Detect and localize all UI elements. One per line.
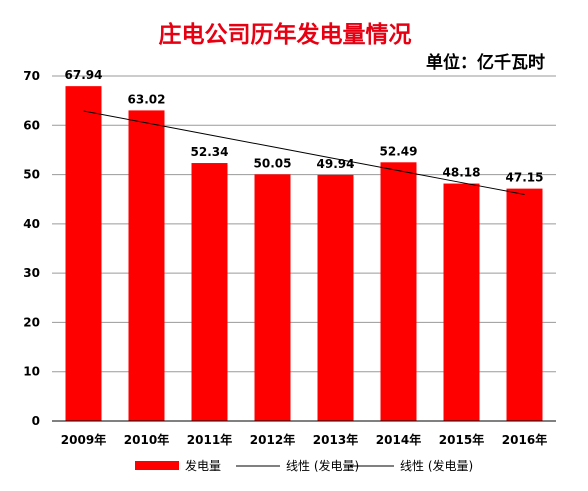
legend-swatch-bar	[135, 461, 179, 470]
x-tick-label: 2010年	[124, 432, 169, 447]
bar	[128, 110, 165, 421]
bar	[191, 163, 228, 421]
y-tick-label: 10	[23, 365, 40, 379]
bar	[380, 162, 417, 421]
y-tick-label: 70	[23, 69, 40, 83]
bar	[65, 86, 102, 421]
y-axis-ticks: 0 10 20 30 40 50 60 70	[23, 69, 40, 428]
x-tick-label: 2015年	[439, 432, 484, 447]
unit-label: 单位：亿千瓦时	[426, 52, 545, 73]
data-label: 52.34	[191, 145, 229, 159]
y-tick-label: 0	[32, 414, 40, 428]
bars	[65, 86, 543, 421]
bar	[443, 183, 480, 421]
y-tick-label: 30	[23, 266, 40, 280]
chart-title: 庄电公司历年发电量情况	[159, 21, 412, 48]
bar	[506, 188, 543, 421]
legend-label-trend-2: 线性 (发电量)	[400, 458, 473, 473]
data-label: 67.94	[65, 68, 103, 82]
trendline	[83, 110, 525, 195]
legend-label-trend-1: 线性 (发电量)	[286, 458, 359, 473]
y-tick-label: 50	[23, 168, 40, 182]
legend-label-bar: 发电量	[185, 458, 221, 473]
legend: 发电量 线性 (发电量) 线性 (发电量)	[135, 458, 473, 473]
x-tick-label: 2014年	[376, 432, 421, 447]
x-tick-label: 2012年	[250, 432, 295, 447]
data-label: 52.49	[380, 144, 418, 158]
data-label: 48.18	[443, 166, 481, 180]
y-tick-label: 40	[23, 217, 40, 231]
x-tick-label: 2011年	[187, 432, 232, 447]
data-label: 63.02	[128, 92, 166, 106]
y-tick-label: 60	[23, 118, 40, 132]
x-axis-ticks: 2009年 2010年 2011年 2012年 2013年 2014年 2015年 2016年	[61, 432, 547, 447]
data-labels: 67.94 63.02 52.34 50.05 49.94 52.49 48.18 47.15	[65, 68, 544, 184]
data-label: 49.94	[317, 157, 355, 171]
x-tick-label: 2009年	[61, 432, 106, 447]
y-tick-label: 20	[23, 315, 40, 329]
trendline-path	[83, 110, 525, 195]
x-tick-label: 2013年	[313, 432, 358, 447]
data-label: 50.05	[254, 156, 292, 170]
data-label: 47.15	[506, 171, 544, 185]
bar	[317, 174, 354, 421]
gridlines	[52, 75, 556, 373]
bar	[254, 174, 291, 421]
x-tick-label: 2016年	[502, 432, 547, 447]
